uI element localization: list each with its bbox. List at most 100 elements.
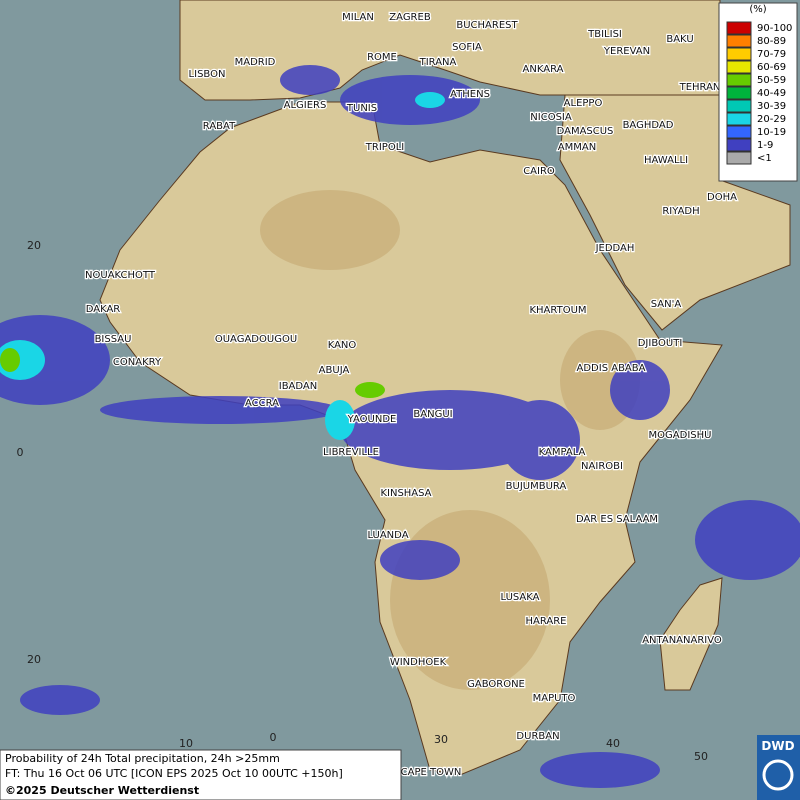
legend-swatch bbox=[726, 34, 752, 48]
caption-line: ©2025 Deutscher Wetterdienst bbox=[5, 784, 199, 797]
city-label: YAOUNDE bbox=[347, 414, 397, 425]
city-label: JEDDAH bbox=[595, 243, 635, 254]
city-label: LUANDA bbox=[367, 530, 408, 541]
city-label: ALEPPO bbox=[564, 98, 603, 109]
legend-swatch bbox=[726, 73, 752, 87]
grid-label: 0 bbox=[270, 731, 277, 744]
legend-label: 70-79 bbox=[757, 49, 786, 60]
legend-title: (%) bbox=[749, 4, 766, 15]
city-label: CONAKRY bbox=[113, 357, 162, 368]
caption-box bbox=[0, 749, 402, 800]
city-label: ANKARA bbox=[523, 64, 564, 75]
city-label: IBADAN bbox=[279, 381, 318, 392]
precipitation-high bbox=[0, 92, 445, 440]
legend-swatch bbox=[726, 21, 752, 35]
city-label: ZAGREB bbox=[389, 12, 431, 23]
legend-label: 60-69 bbox=[757, 62, 786, 73]
legend-swatch bbox=[726, 47, 752, 61]
logo-icon bbox=[762, 759, 794, 791]
city-label: WINDHOEK bbox=[390, 657, 447, 668]
city-label: RABAT bbox=[203, 121, 236, 132]
city-label: KANO bbox=[328, 340, 357, 351]
city-label: KAMPALA bbox=[539, 447, 586, 458]
city-label: BUCHAREST bbox=[456, 20, 518, 31]
city-label: BISSAU bbox=[95, 334, 132, 345]
city-label: HARARE bbox=[525, 616, 566, 627]
city-labels: MILAN ZAGREB BUCHAREST SOFIA TBILISI BAKU YERE… bbox=[84, 11, 739, 780]
precipitation bbox=[0, 65, 800, 788]
city-label: DJIBOUTI bbox=[638, 338, 683, 349]
logo: DWD bbox=[757, 735, 800, 800]
city-label: TIRANA bbox=[419, 57, 457, 68]
caption-line: FT: Thu 16 Oct 06 UTC [ICON EPS 2025 Oct… bbox=[5, 767, 343, 780]
caption: Probability of 24h Total precipitation, … bbox=[0, 749, 402, 800]
city-label: KINSHASA bbox=[380, 488, 431, 499]
legend-label: 20-29 bbox=[757, 114, 786, 125]
city-label: TBILISI bbox=[587, 29, 622, 40]
city-label: SAN'A bbox=[651, 299, 682, 310]
city-label: MILAN bbox=[342, 12, 374, 23]
city-label: ACCRA bbox=[245, 398, 279, 409]
city-label: MAPUTO bbox=[533, 693, 576, 704]
city-label: LUSAKA bbox=[501, 592, 540, 603]
legend-label: 30-39 bbox=[757, 101, 786, 112]
city-label: NAIROBI bbox=[581, 461, 623, 472]
legend-swatch bbox=[726, 151, 752, 165]
city-label: TEHRAN bbox=[679, 82, 721, 93]
city-label: CAPE TOWN bbox=[401, 767, 462, 778]
city-label: RIYADH bbox=[662, 206, 699, 217]
legend-label: 80-89 bbox=[757, 36, 786, 47]
city-label: YEREVAN bbox=[603, 46, 650, 57]
legend: (%) 90-100 80-89 70-79 60-69 50-59 40-49 30-39… bbox=[718, 2, 798, 182]
city-label: GABORONE bbox=[467, 679, 525, 690]
city-label: AMMAN bbox=[558, 142, 596, 153]
city-label: TRIPOLI bbox=[365, 142, 404, 153]
city-label: DURBAN bbox=[516, 731, 559, 742]
legend-swatch bbox=[726, 60, 752, 74]
city-label: DOHA bbox=[707, 192, 737, 203]
legend-items: 90-100 80-89 70-79 60-69 50-59 40-49 30-39 20-2… bbox=[726, 21, 792, 165]
city-label: DAMASCUS bbox=[557, 126, 614, 137]
city-label: NICOSIA bbox=[530, 112, 572, 123]
grid-label: 0 bbox=[17, 446, 24, 459]
legend-swatch bbox=[726, 125, 752, 139]
grid-label: 30 bbox=[434, 733, 448, 746]
city-label: TUNIS bbox=[346, 103, 377, 114]
city-label: SOFIA bbox=[452, 42, 482, 53]
city-label: BUJUMBURA bbox=[506, 481, 567, 492]
city-label: ALGIERS bbox=[284, 100, 327, 111]
legend-swatch bbox=[726, 138, 752, 152]
city-label: MOGADISHU bbox=[649, 430, 712, 441]
city-label: BAKU bbox=[666, 34, 693, 45]
legend-label: 1-9 bbox=[757, 140, 773, 151]
grid-label: 50 bbox=[694, 750, 708, 763]
legend-label: 10-19 bbox=[757, 127, 786, 138]
city-label: MADRID bbox=[235, 57, 276, 68]
grid-label: 20 bbox=[27, 239, 41, 252]
legend-swatch bbox=[726, 99, 752, 113]
grid-label: 20 bbox=[27, 653, 41, 666]
grid-labels: 20 0 20 10 0 30 40 50 bbox=[17, 239, 709, 763]
terrain bbox=[260, 190, 640, 690]
logo-text: DWD bbox=[761, 739, 794, 753]
caption-line: Probability of 24h Total precipitation, … bbox=[5, 752, 280, 765]
grid-label: 40 bbox=[606, 737, 620, 750]
legend-label: 50-59 bbox=[757, 75, 786, 86]
legend-label: 40-49 bbox=[757, 88, 786, 99]
legend-label: <1 bbox=[757, 153, 772, 164]
city-label: DAR ES SALAAM bbox=[576, 514, 658, 525]
city-label: ABUJA bbox=[319, 365, 350, 376]
city-label: NOUAKCHOTT bbox=[85, 270, 156, 281]
legend-swatch bbox=[726, 86, 752, 100]
city-label: BANGUI bbox=[413, 409, 452, 420]
city-label: CAIRO bbox=[523, 166, 555, 177]
city-label: HAWALLI bbox=[644, 155, 688, 166]
city-label: KHARTOUM bbox=[529, 305, 586, 316]
city-label: LIBREVILLE bbox=[323, 447, 379, 458]
grid-label: 10 bbox=[179, 737, 193, 750]
city-label: ROME bbox=[367, 52, 397, 63]
city-label: DAKAR bbox=[86, 304, 121, 315]
legend-label: 90-100 bbox=[757, 23, 792, 34]
city-label: BAGHDAD bbox=[623, 120, 674, 131]
